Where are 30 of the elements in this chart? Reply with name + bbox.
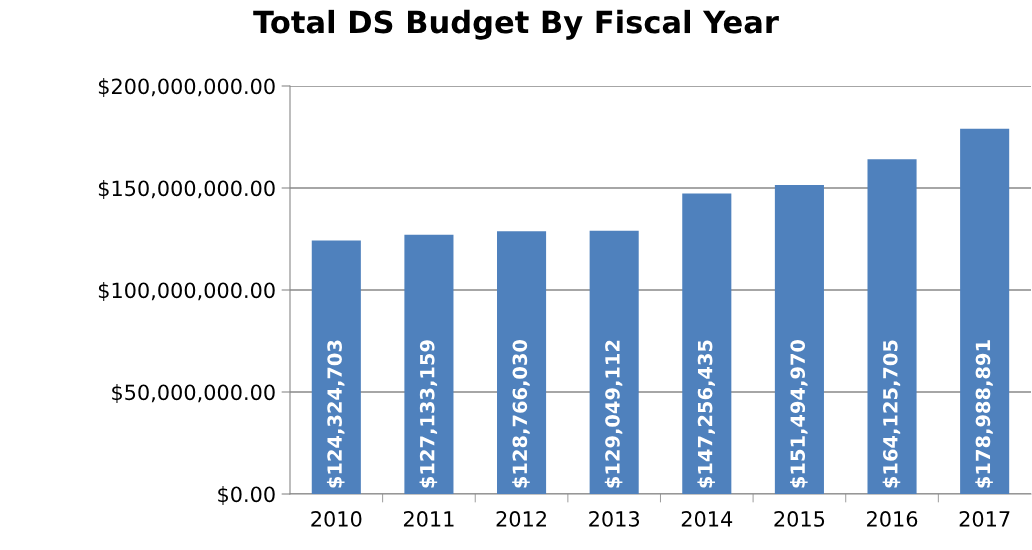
x-tick-label: 2016 — [867, 511, 918, 527]
x-tick-label: 2011 — [403, 511, 454, 527]
bar — [497, 231, 547, 494]
data-label: $127,133,159 — [419, 340, 438, 488]
y-tick-label: $150,000,000.00 — [98, 180, 275, 199]
data-label: $164,125,705 — [882, 340, 901, 488]
data-label: $128,766,030 — [512, 339, 530, 488]
chart-title: Total DS Budget By Fiscal Year — [253, 9, 779, 40]
y-tick-label: $0.00 — [218, 486, 275, 505]
x-tick-label: 2013 — [589, 511, 640, 527]
x-tick-label: 2015 — [774, 511, 825, 527]
bar — [311, 240, 361, 494]
y-tick-label: $200,000,000.00 — [98, 78, 275, 97]
data-label: $124,324,703 — [326, 340, 345, 488]
y-tick-label: $50,000,000.00 — [112, 384, 275, 403]
x-tick-label: 2010 — [311, 511, 362, 527]
bar — [960, 128, 1010, 494]
data-label: $151,494,970 — [790, 339, 808, 488]
bar — [774, 184, 824, 494]
data-label: $147,256,435 — [697, 340, 716, 488]
bar — [404, 234, 454, 494]
data-label: $129,049,112 — [604, 340, 623, 488]
data-label: $178,988,891 — [975, 340, 993, 488]
x-tick-label: 2014 — [681, 511, 733, 527]
bar — [682, 193, 732, 494]
bar — [867, 159, 917, 494]
x-tick-label: 2017 — [959, 511, 1010, 527]
bar — [589, 230, 639, 494]
y-tick-label: $100,000,000.00 — [98, 282, 275, 301]
x-tick-label: 2012 — [496, 511, 546, 527]
